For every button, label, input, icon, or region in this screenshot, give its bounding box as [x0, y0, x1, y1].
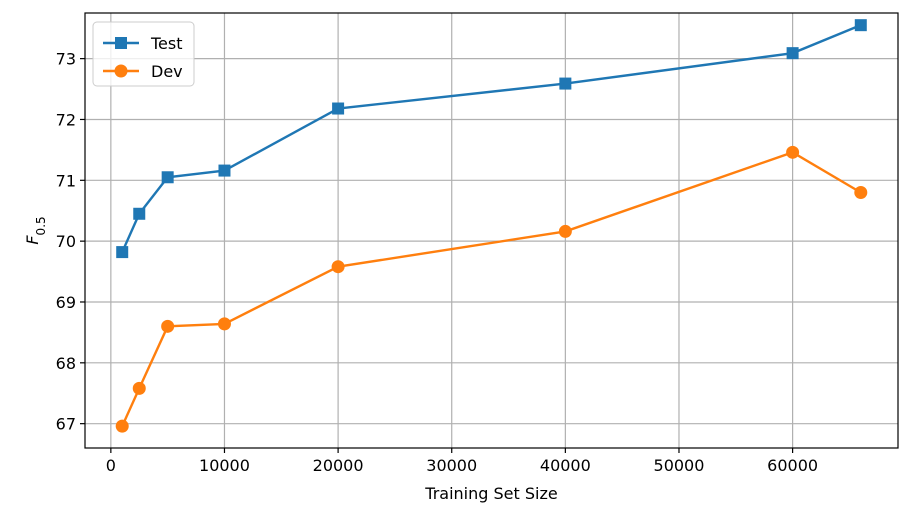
y-tick-label: 73: [56, 50, 76, 69]
series-test: [116, 19, 867, 259]
data-point: [559, 77, 572, 90]
data-point: [116, 246, 129, 259]
y-tick-label: 70: [56, 232, 76, 251]
y-axis-label-main: F: [23, 235, 42, 245]
data-point: [854, 19, 867, 32]
data-point: [133, 207, 146, 220]
series-line: [121, 24, 862, 253]
legend-marker: [114, 64, 128, 78]
y-axis-label: F0.5: [23, 216, 48, 244]
x-tick-label: 20000: [313, 456, 364, 475]
legend-label: Test: [150, 34, 183, 53]
data-point: [854, 185, 868, 199]
y-tick-label: 71: [56, 171, 76, 190]
y-axis-label-subscript: 0.5: [34, 216, 48, 235]
data-point: [161, 319, 175, 333]
legend-item-test: Test: [103, 34, 183, 53]
x-tick-label: 30000: [426, 456, 477, 475]
legend: Test Dev: [92, 21, 195, 87]
x-tick-label: 60000: [767, 456, 818, 475]
series-dev: [115, 145, 868, 433]
data-point: [331, 260, 345, 274]
plot-frame: [84, 12, 899, 449]
x-axis: 0 10000 20000 30000 40000 50000 60000: [106, 448, 818, 475]
data-point: [217, 317, 231, 331]
y-axis: 67 68 69 70 71 72 73: [56, 50, 85, 434]
data-point: [786, 47, 799, 60]
data-point: [132, 381, 146, 395]
y-tick-label: 67: [56, 415, 76, 434]
data-point: [218, 164, 231, 177]
y-tick-label: 72: [56, 110, 76, 129]
y-tick-label: 69: [56, 293, 76, 312]
x-tick-label: 0: [106, 456, 116, 475]
y-tick-label: 68: [56, 354, 76, 373]
x-tick-label: 40000: [540, 456, 591, 475]
data-point: [558, 224, 572, 238]
x-tick-label: 10000: [199, 456, 250, 475]
legend-label: Dev: [151, 62, 183, 81]
series-layer: [115, 19, 868, 433]
legend-marker: [115, 37, 127, 49]
data-point: [786, 145, 800, 159]
data-point: [115, 419, 129, 433]
data-point: [332, 102, 345, 115]
x-axis-label: Training Set Size: [424, 484, 557, 503]
legend-item-dev: Dev: [103, 62, 183, 81]
x-tick-label: 50000: [654, 456, 705, 475]
series-line: [121, 151, 862, 427]
grid: [85, 13, 898, 448]
data-point: [161, 171, 174, 184]
